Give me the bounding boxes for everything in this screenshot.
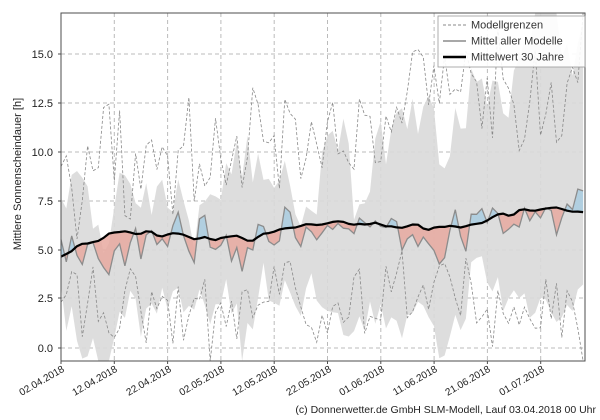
- svg-text:0.0: 0.0: [38, 343, 53, 355]
- svg-text:5.0: 5.0: [38, 245, 53, 257]
- svg-text:Modellgrenzen: Modellgrenzen: [471, 20, 543, 32]
- svg-text:15.0: 15.0: [32, 49, 53, 61]
- svg-text:10.0: 10.0: [32, 147, 53, 159]
- svg-text:Mittelwert 30 Jahre: Mittelwert 30 Jahre: [471, 52, 564, 64]
- svg-text:2.5: 2.5: [38, 293, 53, 305]
- svg-text:12.5: 12.5: [32, 98, 53, 110]
- svg-text:Mittel aller Modelle: Mittel aller Modelle: [471, 36, 563, 48]
- svg-text:7.5: 7.5: [38, 196, 53, 208]
